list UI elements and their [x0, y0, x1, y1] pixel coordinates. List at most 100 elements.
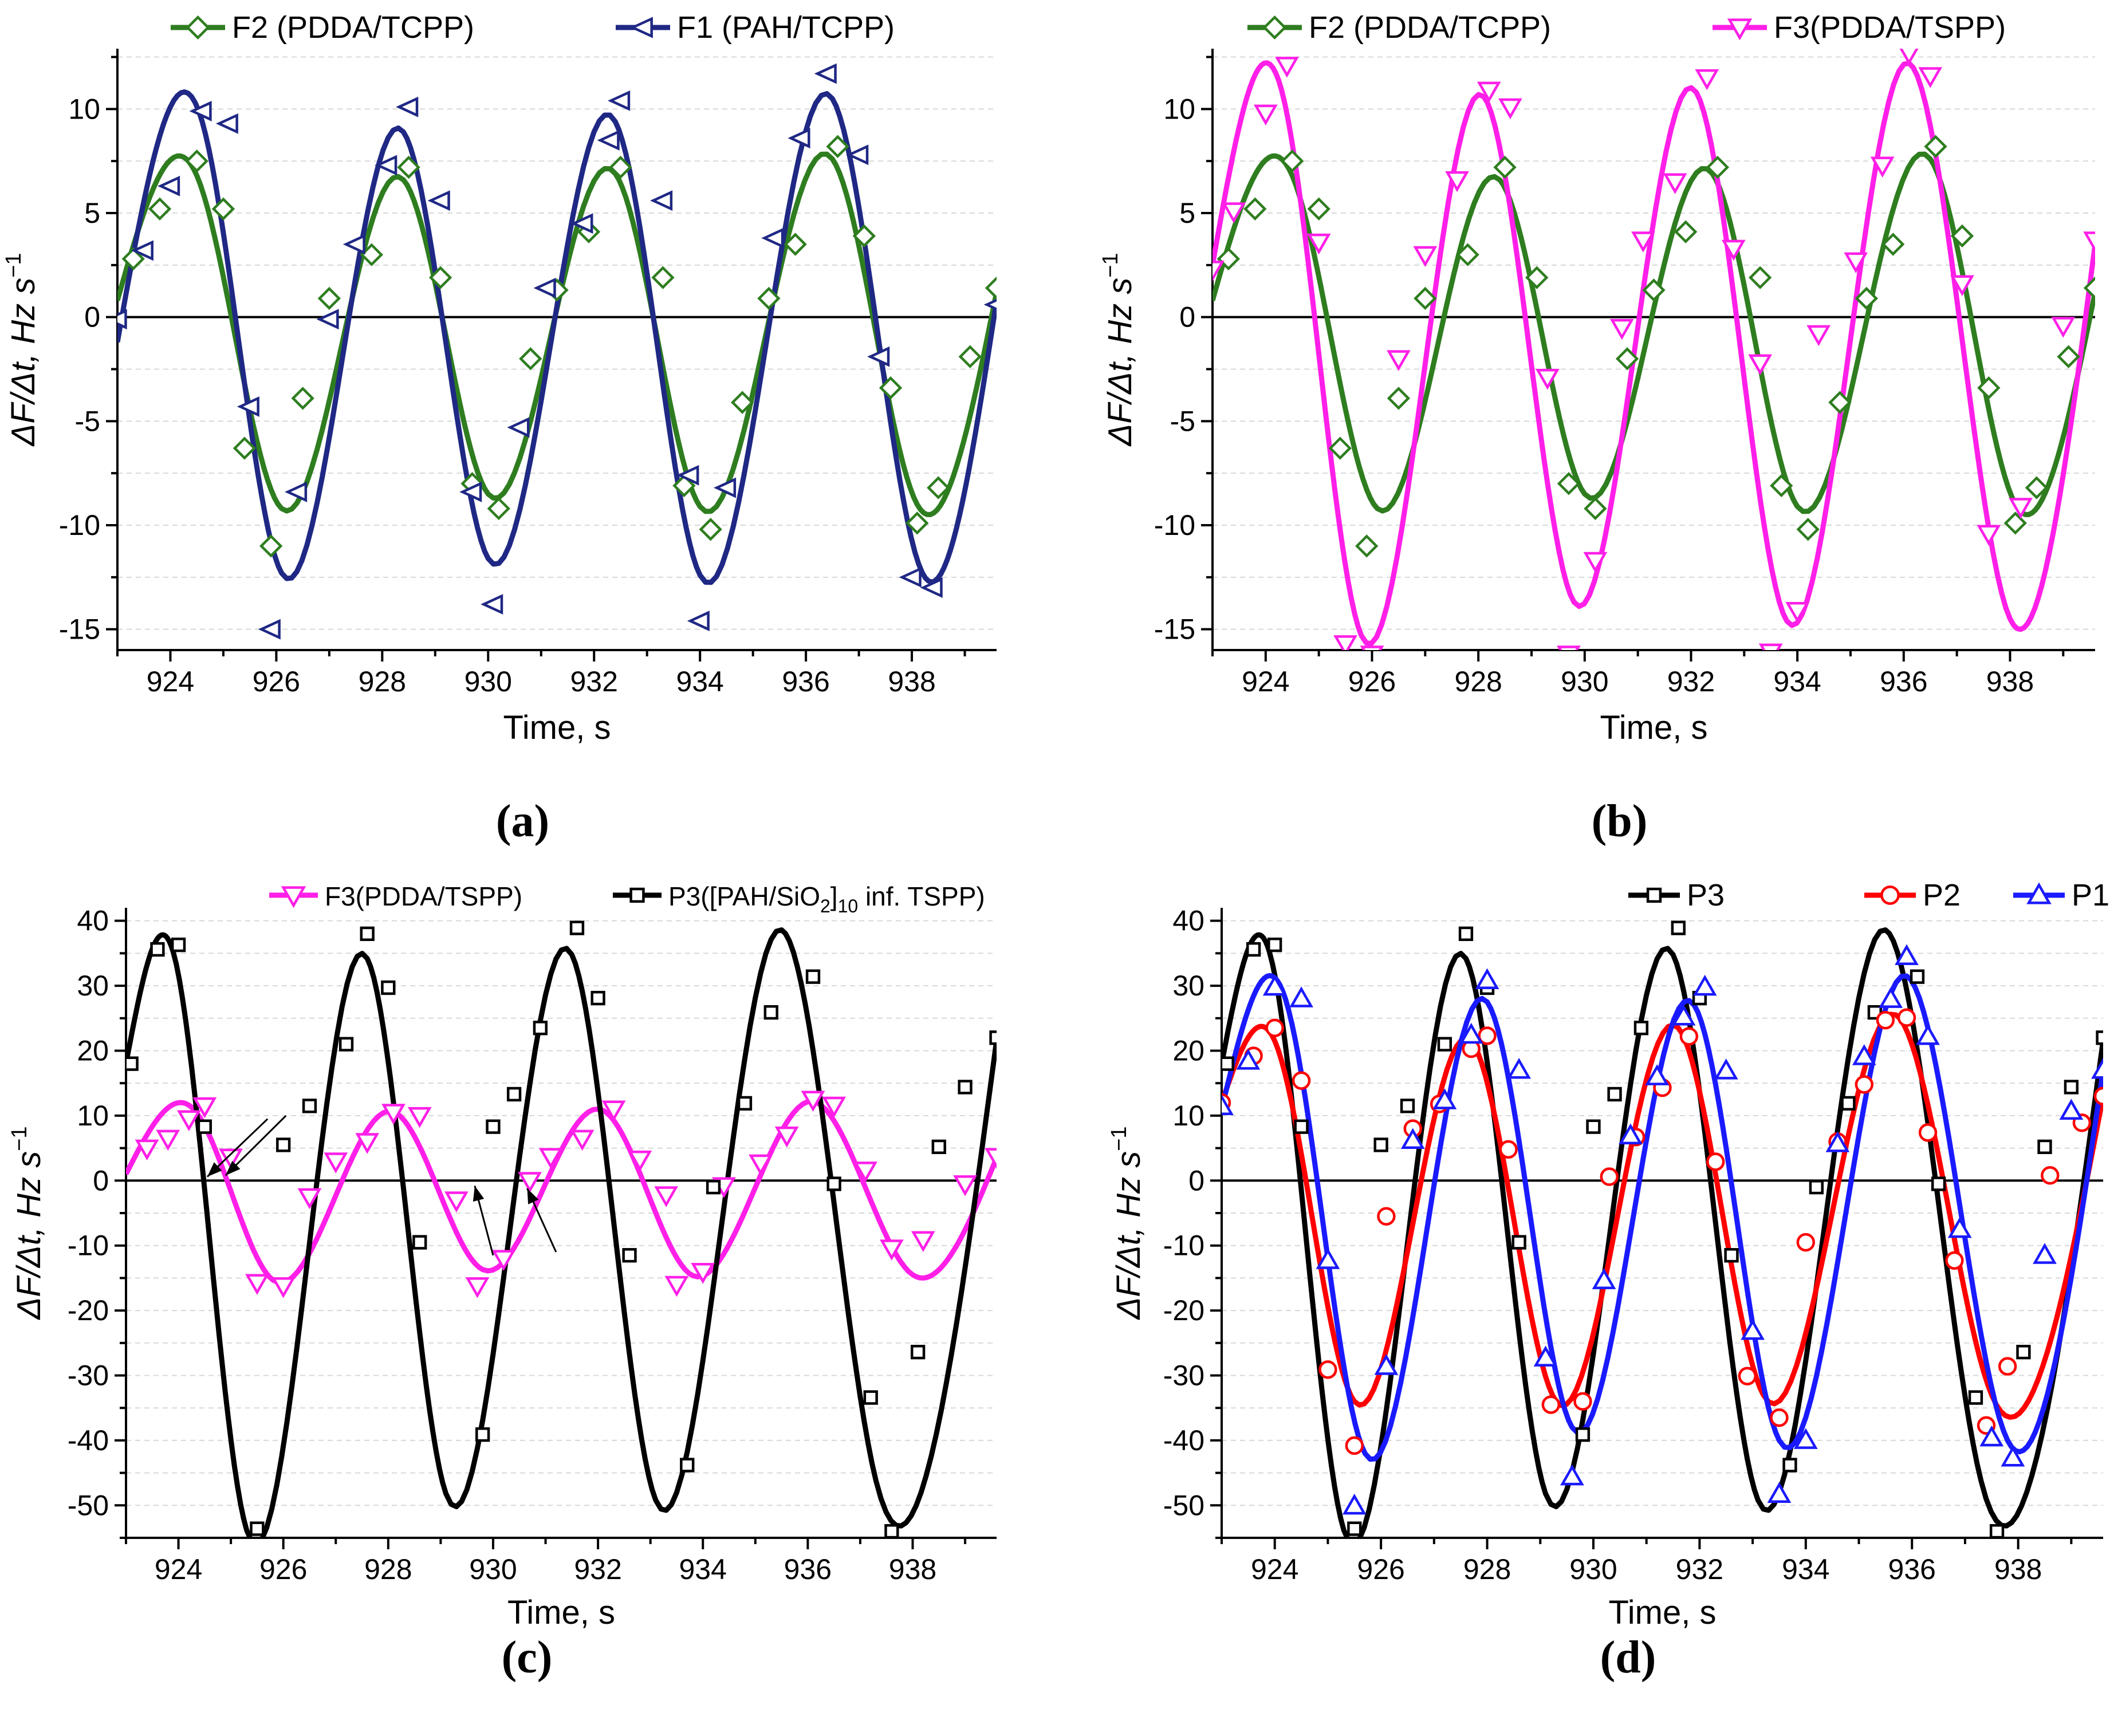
data-point	[1950, 224, 1974, 248]
x-tick-label: 930	[469, 1553, 517, 1585]
data-point	[1584, 497, 1607, 521]
data-point	[1222, 202, 1246, 223]
data-point	[1557, 472, 1581, 495]
data-point	[1265, 1018, 1284, 1037]
data-point	[487, 497, 510, 521]
y-axis-title-text: ΔF/Δt, Hz s	[5, 278, 42, 447]
panel-label: (b)	[1592, 796, 1648, 847]
data-point	[381, 1104, 406, 1125]
data-point	[1253, 104, 1278, 126]
data-point	[291, 387, 314, 410]
data-point	[1345, 1436, 1364, 1455]
data-point	[1899, 49, 1919, 65]
data-point	[158, 175, 180, 196]
y-tick-label: -30	[1163, 1359, 1204, 1391]
legend-marker	[629, 887, 645, 903]
data-point	[985, 1148, 997, 1169]
y-tick-label: 0	[1188, 1164, 1204, 1196]
data-point	[1493, 155, 1517, 179]
y-tick-label: -40	[68, 1424, 109, 1456]
data-point	[507, 417, 530, 438]
legend-marker	[281, 886, 306, 908]
data-point	[1458, 926, 1474, 942]
x-tick-label: 938	[1986, 666, 2034, 698]
data-point	[518, 1172, 542, 1193]
data-point	[1793, 1428, 1818, 1449]
data-point	[2003, 511, 2027, 535]
data-point	[1714, 1058, 1738, 1080]
data-point	[1870, 156, 1895, 178]
y-tick-label: 30	[77, 970, 109, 1002]
y-tick-label: 0	[93, 1164, 109, 1196]
legend-label-subscript: 2	[820, 896, 830, 916]
data-point	[1855, 286, 1879, 310]
data-point	[381, 980, 396, 995]
data-point	[1841, 1096, 1856, 1111]
data-point	[1796, 518, 1820, 541]
x-tick-label: 932	[574, 1553, 621, 1585]
data-point	[121, 247, 145, 271]
data-point	[2016, 1345, 2031, 1360]
legend-label: F2 (PDDA/TCPP)	[1309, 10, 1551, 45]
data-point	[805, 969, 821, 984]
data-point	[879, 376, 903, 400]
data-point	[983, 298, 997, 311]
data-point	[1844, 252, 1868, 274]
data-point	[1897, 1008, 1916, 1027]
data-point	[1796, 1233, 1816, 1252]
data-point	[1989, 1524, 2005, 1538]
data-point	[761, 227, 784, 249]
x-tick-label: 932	[570, 666, 618, 698]
data-point	[822, 1096, 847, 1118]
data-point	[1478, 1026, 1497, 1045]
data-point	[1748, 354, 1773, 376]
data-point	[215, 113, 238, 134]
data-point	[338, 1037, 354, 1052]
data-point	[148, 197, 172, 221]
data-point	[1360, 645, 1384, 650]
data-point	[465, 1277, 490, 1298]
data-point	[1445, 171, 1469, 192]
data-point	[1377, 1207, 1396, 1226]
data-point	[1222, 1056, 1234, 1071]
data-point	[609, 155, 632, 179]
y-tick-label: 10	[1172, 1100, 1204, 1132]
x-tick-label: 934	[679, 1553, 727, 1585]
data-point	[317, 286, 341, 310]
data-point	[538, 1148, 563, 1169]
y-tick-label: 20	[77, 1034, 109, 1066]
data-point	[1243, 197, 1267, 221]
data-point	[427, 190, 450, 211]
data-point	[1498, 98, 1522, 120]
data-point	[1895, 944, 1919, 966]
data-point	[706, 1179, 721, 1195]
x-tick-label: 930	[1569, 1553, 1617, 1585]
data-point	[763, 1005, 778, 1020]
data-point	[2091, 1057, 2103, 1079]
y-tick-label: -20	[68, 1294, 109, 1326]
y-tick-label: 40	[77, 905, 109, 937]
data-point	[1413, 246, 1438, 267]
legend-marker	[1262, 15, 1287, 40]
y-tick-label: -5	[1170, 405, 1195, 437]
data-point	[570, 213, 593, 234]
data-point	[1924, 135, 1947, 158]
data-point	[250, 1521, 265, 1536]
data-point	[2025, 476, 2049, 499]
data-point	[1663, 173, 1687, 195]
data-point	[1977, 376, 2001, 400]
y-tick-label: 0	[84, 301, 100, 333]
legend-marker	[629, 17, 653, 38]
data-point	[1674, 220, 1698, 243]
data-point	[680, 1458, 695, 1473]
data-point	[1307, 197, 1330, 221]
data-point	[259, 534, 283, 558]
data-point	[1499, 1140, 1518, 1159]
y-axis-title-superscript: −1	[2, 253, 26, 277]
panel-label: (d)	[1600, 1632, 1656, 1683]
data-point	[1600, 1167, 1619, 1186]
data-point	[1633, 1021, 1649, 1036]
data-point	[654, 1186, 679, 1207]
data-point	[628, 1150, 652, 1172]
